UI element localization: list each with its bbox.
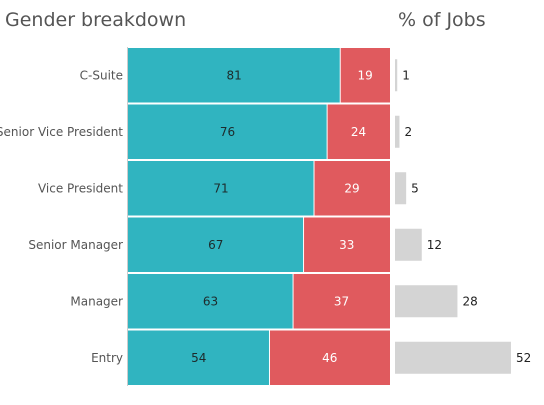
female-value-label: 24 [351, 125, 366, 139]
female-value-label: 46 [322, 351, 337, 365]
female-value-label: 37 [334, 294, 349, 308]
male-value-label: 81 [226, 68, 241, 82]
bar-jobs [395, 172, 407, 205]
bar-male [128, 161, 314, 216]
female-value-label: 33 [339, 238, 354, 252]
female-value-label: 29 [344, 181, 359, 195]
bar-male [128, 217, 304, 272]
category-label: Senior Vice President [0, 125, 123, 139]
bar-jobs [395, 341, 511, 374]
bar-female [304, 217, 390, 272]
bar-female [269, 330, 390, 385]
male-value-label: 76 [220, 125, 235, 139]
jobs-value-label: 28 [462, 294, 477, 308]
bar-male [128, 330, 269, 385]
chart-title-jobs: % of Jobs [398, 9, 486, 31]
bar-male [128, 48, 340, 103]
female-value-label: 19 [357, 68, 372, 82]
chart-title-gender: Gender breakdown [5, 9, 187, 31]
jobs-value-label: 2 [404, 125, 412, 139]
bar-male [128, 104, 327, 159]
bar-jobs [395, 285, 458, 318]
male-value-label: 54 [191, 351, 206, 365]
bar-jobs [395, 59, 398, 92]
bar-female [314, 161, 390, 216]
male-value-label: 67 [208, 238, 223, 252]
bar-male [128, 274, 293, 329]
bar-female [293, 274, 390, 329]
bar-female [340, 48, 390, 103]
category-label: Vice President [38, 181, 123, 195]
jobs-value-label: 12 [427, 238, 442, 252]
category-label: Manager [70, 294, 123, 308]
category-label: Senior Manager [28, 238, 123, 252]
bar-jobs [395, 228, 422, 261]
bar-female [327, 104, 390, 159]
category-label: Entry [91, 351, 123, 365]
category-label: C-Suite [80, 68, 123, 82]
jobs-value-label: 52 [516, 351, 531, 365]
jobs-value-label: 1 [402, 68, 410, 82]
male-value-label: 63 [203, 294, 218, 308]
bar-jobs [395, 115, 400, 148]
jobs-value-label: 5 [411, 181, 419, 195]
male-value-label: 71 [213, 181, 228, 195]
